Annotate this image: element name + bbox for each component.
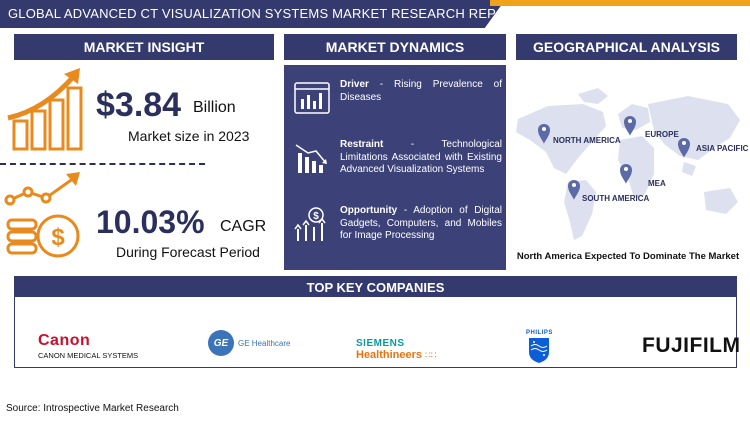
title-accent-stripe — [490, 0, 750, 6]
top-companies-header: TOP KEY COMPANIES — [15, 277, 736, 297]
market-insight-header: MARKET INSIGHT — [14, 34, 274, 60]
region-europe: EUROPE — [645, 130, 679, 139]
opportunity-text: - Adoption of Digital Gadgets, Computers… — [340, 205, 502, 241]
ge-name: GE Healthcare — [238, 338, 291, 348]
coins-growth-icon: $ — [4, 172, 80, 258]
report-title: GLOBAL ADVANCED CT VISUALIZATION SYSTEMS… — [8, 6, 524, 21]
market-size-unit: Billion — [193, 99, 236, 116]
region-mea: MEA — [648, 179, 666, 188]
source-note: Source: Introspective Market Research — [6, 403, 179, 414]
bar-growth-icon — [7, 68, 83, 151]
region-south-america: SOUTH AMERICA — [582, 194, 650, 203]
ge-monogram-icon: GE — [208, 330, 234, 356]
siemens-bottom: Healthineers — [356, 349, 423, 361]
svg-text:$: $ — [51, 224, 65, 251]
driver-label: Driver — [340, 79, 369, 90]
philips-wordmark: PHILIPS — [526, 330, 553, 336]
siemens-dots-icon: ∷∷ — [425, 349, 437, 360]
opportunity-label: Opportunity — [340, 205, 398, 216]
canon-brand: Canon — [38, 332, 91, 349]
siemens-logo: SIEMENS Healthineers ∷∷ — [356, 338, 436, 361]
title-bar — [0, 0, 505, 28]
fujifilm-logo: FUJIFILM — [642, 334, 741, 357]
driver-text: - Rising Prevalence of Diseases — [340, 79, 502, 103]
market-size-value: $3.84 — [96, 86, 182, 124]
declining-chart-icon — [295, 144, 327, 173]
cagr-unit: CAGR — [220, 218, 267, 235]
svg-text:$: $ — [313, 211, 319, 222]
restraint-text: - Technological Limitations Associated w… — [340, 139, 502, 175]
opportunity-growth-icon: $ — [294, 207, 326, 241]
dashboard-chart-icon — [294, 82, 330, 114]
philips-shield-icon — [529, 338, 550, 363]
region-asia-pacific: ASIA PACIFIC — [696, 144, 749, 153]
region-north-america: NORTH AMERICA — [553, 136, 621, 145]
divider — [0, 163, 205, 165]
geographical-analysis-header: GEOGRAPHICAL ANALYSIS — [516, 34, 737, 60]
cagr-caption: During Forecast Period — [116, 244, 260, 260]
market-size-caption: Market size in 2023 — [128, 128, 250, 144]
dominate-statement: North America Expected To Dominate The M… — [516, 251, 740, 262]
canon-logo: Canon CANON MEDICAL SYSTEMS — [38, 332, 138, 360]
restraint-item: Restraint - Technological Limitations As… — [292, 139, 502, 179]
restraint-label: Restraint — [340, 139, 384, 150]
canon-subtitle: CANON MEDICAL SYSTEMS — [38, 351, 139, 360]
market-dynamics-panel: Driver - Rising Prevalence of Diseases R… — [284, 65, 506, 270]
driver-item: Driver - Rising Prevalence of Diseases — [292, 79, 502, 119]
siemens-top: SIEMENS — [356, 338, 405, 349]
opportunity-item: $ Opportunity - Adoption of Digital Gadg… — [292, 205, 502, 245]
philips-logo: PHILIPS — [526, 330, 553, 364]
world-map — [516, 88, 740, 240]
ge-logo: GE GE Healthcare — [208, 330, 290, 356]
top-companies-panel: TOP KEY COMPANIES — [14, 276, 737, 368]
market-dynamics-header: MARKET DYNAMICS — [284, 34, 506, 60]
cagr-value: 10.03% — [96, 204, 205, 240]
